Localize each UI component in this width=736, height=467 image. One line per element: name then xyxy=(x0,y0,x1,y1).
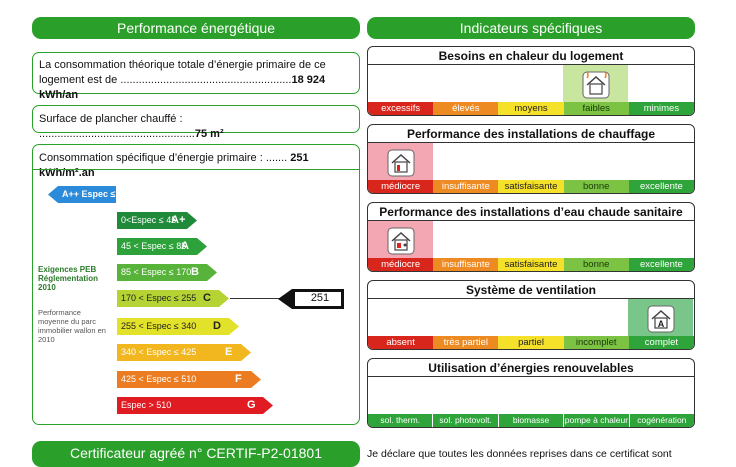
indicator-scale-item: minimes xyxy=(628,102,694,115)
indicator-scale-item: sol. photovolt. xyxy=(433,414,499,427)
specific-value: 251 kWh/m².an xyxy=(39,152,309,179)
indicator-3: Performance des installations d’eau chau… xyxy=(367,202,695,272)
indicator-5: Utilisation d’énergies renouvelables sol.… xyxy=(367,358,695,428)
indicator-scale-item: satisfaisante xyxy=(498,258,564,271)
indicator-scale: excessifs élevés moyens faibles minimes xyxy=(368,102,694,115)
house-heat-icon xyxy=(582,71,610,99)
class-bar-letter: F xyxy=(235,373,242,385)
class-bar-label: 0<Espec ≤ 45 xyxy=(121,215,177,225)
indicator-scale-item: médiocre xyxy=(368,258,434,271)
indicator-scale-item: bonne xyxy=(563,258,629,271)
consumption-pointer xyxy=(278,289,344,309)
indicator-2: Performance des installations de chauffa… xyxy=(367,124,695,194)
class-bar-label: 340 < Espec ≤ 425 xyxy=(121,347,197,357)
class-bar-shape xyxy=(117,318,239,335)
class-bar-letter: E xyxy=(225,346,233,358)
indicator-scale-item: excellente xyxy=(628,180,694,193)
indicator-scale-item: cogénération xyxy=(629,414,694,427)
indicator-scale-item: excellente xyxy=(628,258,694,271)
indicator-highlight: A xyxy=(628,299,693,336)
indicators-header: Indicateurs spécifiques xyxy=(367,17,695,39)
indicator-highlight xyxy=(368,143,433,180)
indicator-title-divider xyxy=(368,298,694,299)
class-bar-label: 255 < Espec ≤ 340 xyxy=(121,321,197,331)
svg-text:A: A xyxy=(658,319,665,329)
pointer-value: 251 xyxy=(310,292,330,304)
class-bar-shape xyxy=(117,212,197,229)
indicator-title-divider xyxy=(368,64,694,65)
indicator-title-divider xyxy=(368,376,694,377)
indicator-scale-item: moyens xyxy=(498,102,564,115)
c-class-line xyxy=(230,298,282,299)
indicator-scale-item: médiocre xyxy=(368,180,434,193)
class-bar-letter: A xyxy=(181,240,189,252)
house-heating-icon xyxy=(387,149,415,177)
indicator-scale-item: faibles xyxy=(563,102,629,115)
indicator-title: Système de ventilation xyxy=(465,283,597,297)
surface-box: Surface de plancher chauffé : ..........… xyxy=(32,105,360,140)
performance-header: Performance énergétique xyxy=(32,17,360,39)
indicator-scale-item: partiel xyxy=(498,336,564,349)
class-bar-label: 85 < Espec ≤ 170 xyxy=(121,267,192,277)
indicator-scale: médiocre insuffisante satisfaisante bonne ex… xyxy=(368,258,694,271)
surface-text: Surface de plancher chauffé : ..........… xyxy=(39,113,195,140)
certifier-header: Certificateur agréé n° CERTIF-P2-01801 xyxy=(32,441,360,467)
class-bar-shape xyxy=(117,397,273,414)
indicator-title: Besoins en chaleur du logement xyxy=(438,49,624,63)
surface-value: 75 m² xyxy=(194,128,224,140)
class-divider xyxy=(33,169,359,170)
class-bar-letter: C xyxy=(203,292,211,304)
indicator-scale-item: élevés xyxy=(433,102,499,115)
consumption-value: 18 924 kWh/an xyxy=(39,74,326,101)
indicator-scale-item: pompe à chaleur xyxy=(564,414,630,427)
indicator-4: Système de ventilation absent très partiel… xyxy=(367,280,695,350)
indicator-scale-item: complet xyxy=(628,336,694,349)
indicator-title: Utilisation d’énergies renouvelables xyxy=(428,361,634,375)
indicator-scale: sol. therm. sol. photovolt. biomasse pompe … xyxy=(368,414,694,427)
declaration-text: Je déclare que toutes les données repris… xyxy=(367,448,672,460)
indicator-highlight xyxy=(368,221,433,258)
indicator-highlight xyxy=(563,65,628,102)
class-bar-label: A++ Espec ≤ 0 xyxy=(62,189,123,199)
house-ventilation-icon: A xyxy=(647,305,675,333)
indicator-scale-item: sol. therm. xyxy=(368,414,434,427)
class-bar-shape xyxy=(117,264,217,281)
indicator-scale-item: incomplet xyxy=(563,336,629,349)
house-heating-icon xyxy=(387,227,415,255)
indicator-title-divider xyxy=(368,142,694,143)
indicator-1: Besoins en chaleur du logement excessifs é… xyxy=(367,46,695,116)
indicator-scale-item: biomasse xyxy=(498,414,565,427)
class-bar-letter: G xyxy=(247,399,256,411)
class-bar-label: 425 < Espec ≤ 510 xyxy=(121,374,197,384)
consumption-text: La consommation théorique totale d’énerg… xyxy=(39,59,326,86)
consumption-box: La consommation théorique totale d’énerg… xyxy=(32,52,360,101)
class-bar-label: 45 < Espec ≤ 85 xyxy=(121,241,187,251)
specific-text: Consommation spécifique d’énergie primai… xyxy=(39,152,288,164)
indicator-scale-item: satisfaisante xyxy=(498,180,564,193)
class-bar-shape xyxy=(117,344,251,361)
class-bar-letter: B xyxy=(191,266,199,278)
indicator-scale-item: très partiel xyxy=(433,336,499,349)
class-bar-letter: D xyxy=(213,320,221,332)
indicator-scale-item: absent xyxy=(368,336,434,349)
class-bar-label: 170 < Espec ≤ 255 xyxy=(121,293,197,303)
indicator-scale: médiocre insuffisante satisfaisante bonne ex… xyxy=(368,180,694,193)
specific-consumption: Consommation spécifique d’énergie primai… xyxy=(39,151,355,181)
indicator-title: Performance des installations de chauffa… xyxy=(406,127,656,141)
indicator-scale-item: bonne xyxy=(563,180,629,193)
class-bar-label: Espec > 510 xyxy=(121,400,172,410)
indicator-title: Performance des installations d’eau chau… xyxy=(379,205,683,219)
class-bar-letter: A+ xyxy=(171,214,186,226)
class-bar-shape xyxy=(117,371,261,388)
indicator-scale-item: insuffisante xyxy=(433,258,499,271)
indicator-title-divider xyxy=(368,220,694,221)
indicator-scale-item: insuffisante xyxy=(433,180,499,193)
class-bar-shape xyxy=(48,186,116,203)
class-bar-shape xyxy=(117,290,229,307)
indicator-scale: absent très partiel partiel incomplet comple… xyxy=(368,336,694,349)
peb-requirement-label: Exigences PEB Réglementation 2010 xyxy=(38,265,99,292)
indicator-scale-item: excessifs xyxy=(368,102,434,115)
average-performance-label: Performance moyenne du parc immobilier w… xyxy=(38,308,106,344)
class-bar-shape xyxy=(117,238,207,255)
